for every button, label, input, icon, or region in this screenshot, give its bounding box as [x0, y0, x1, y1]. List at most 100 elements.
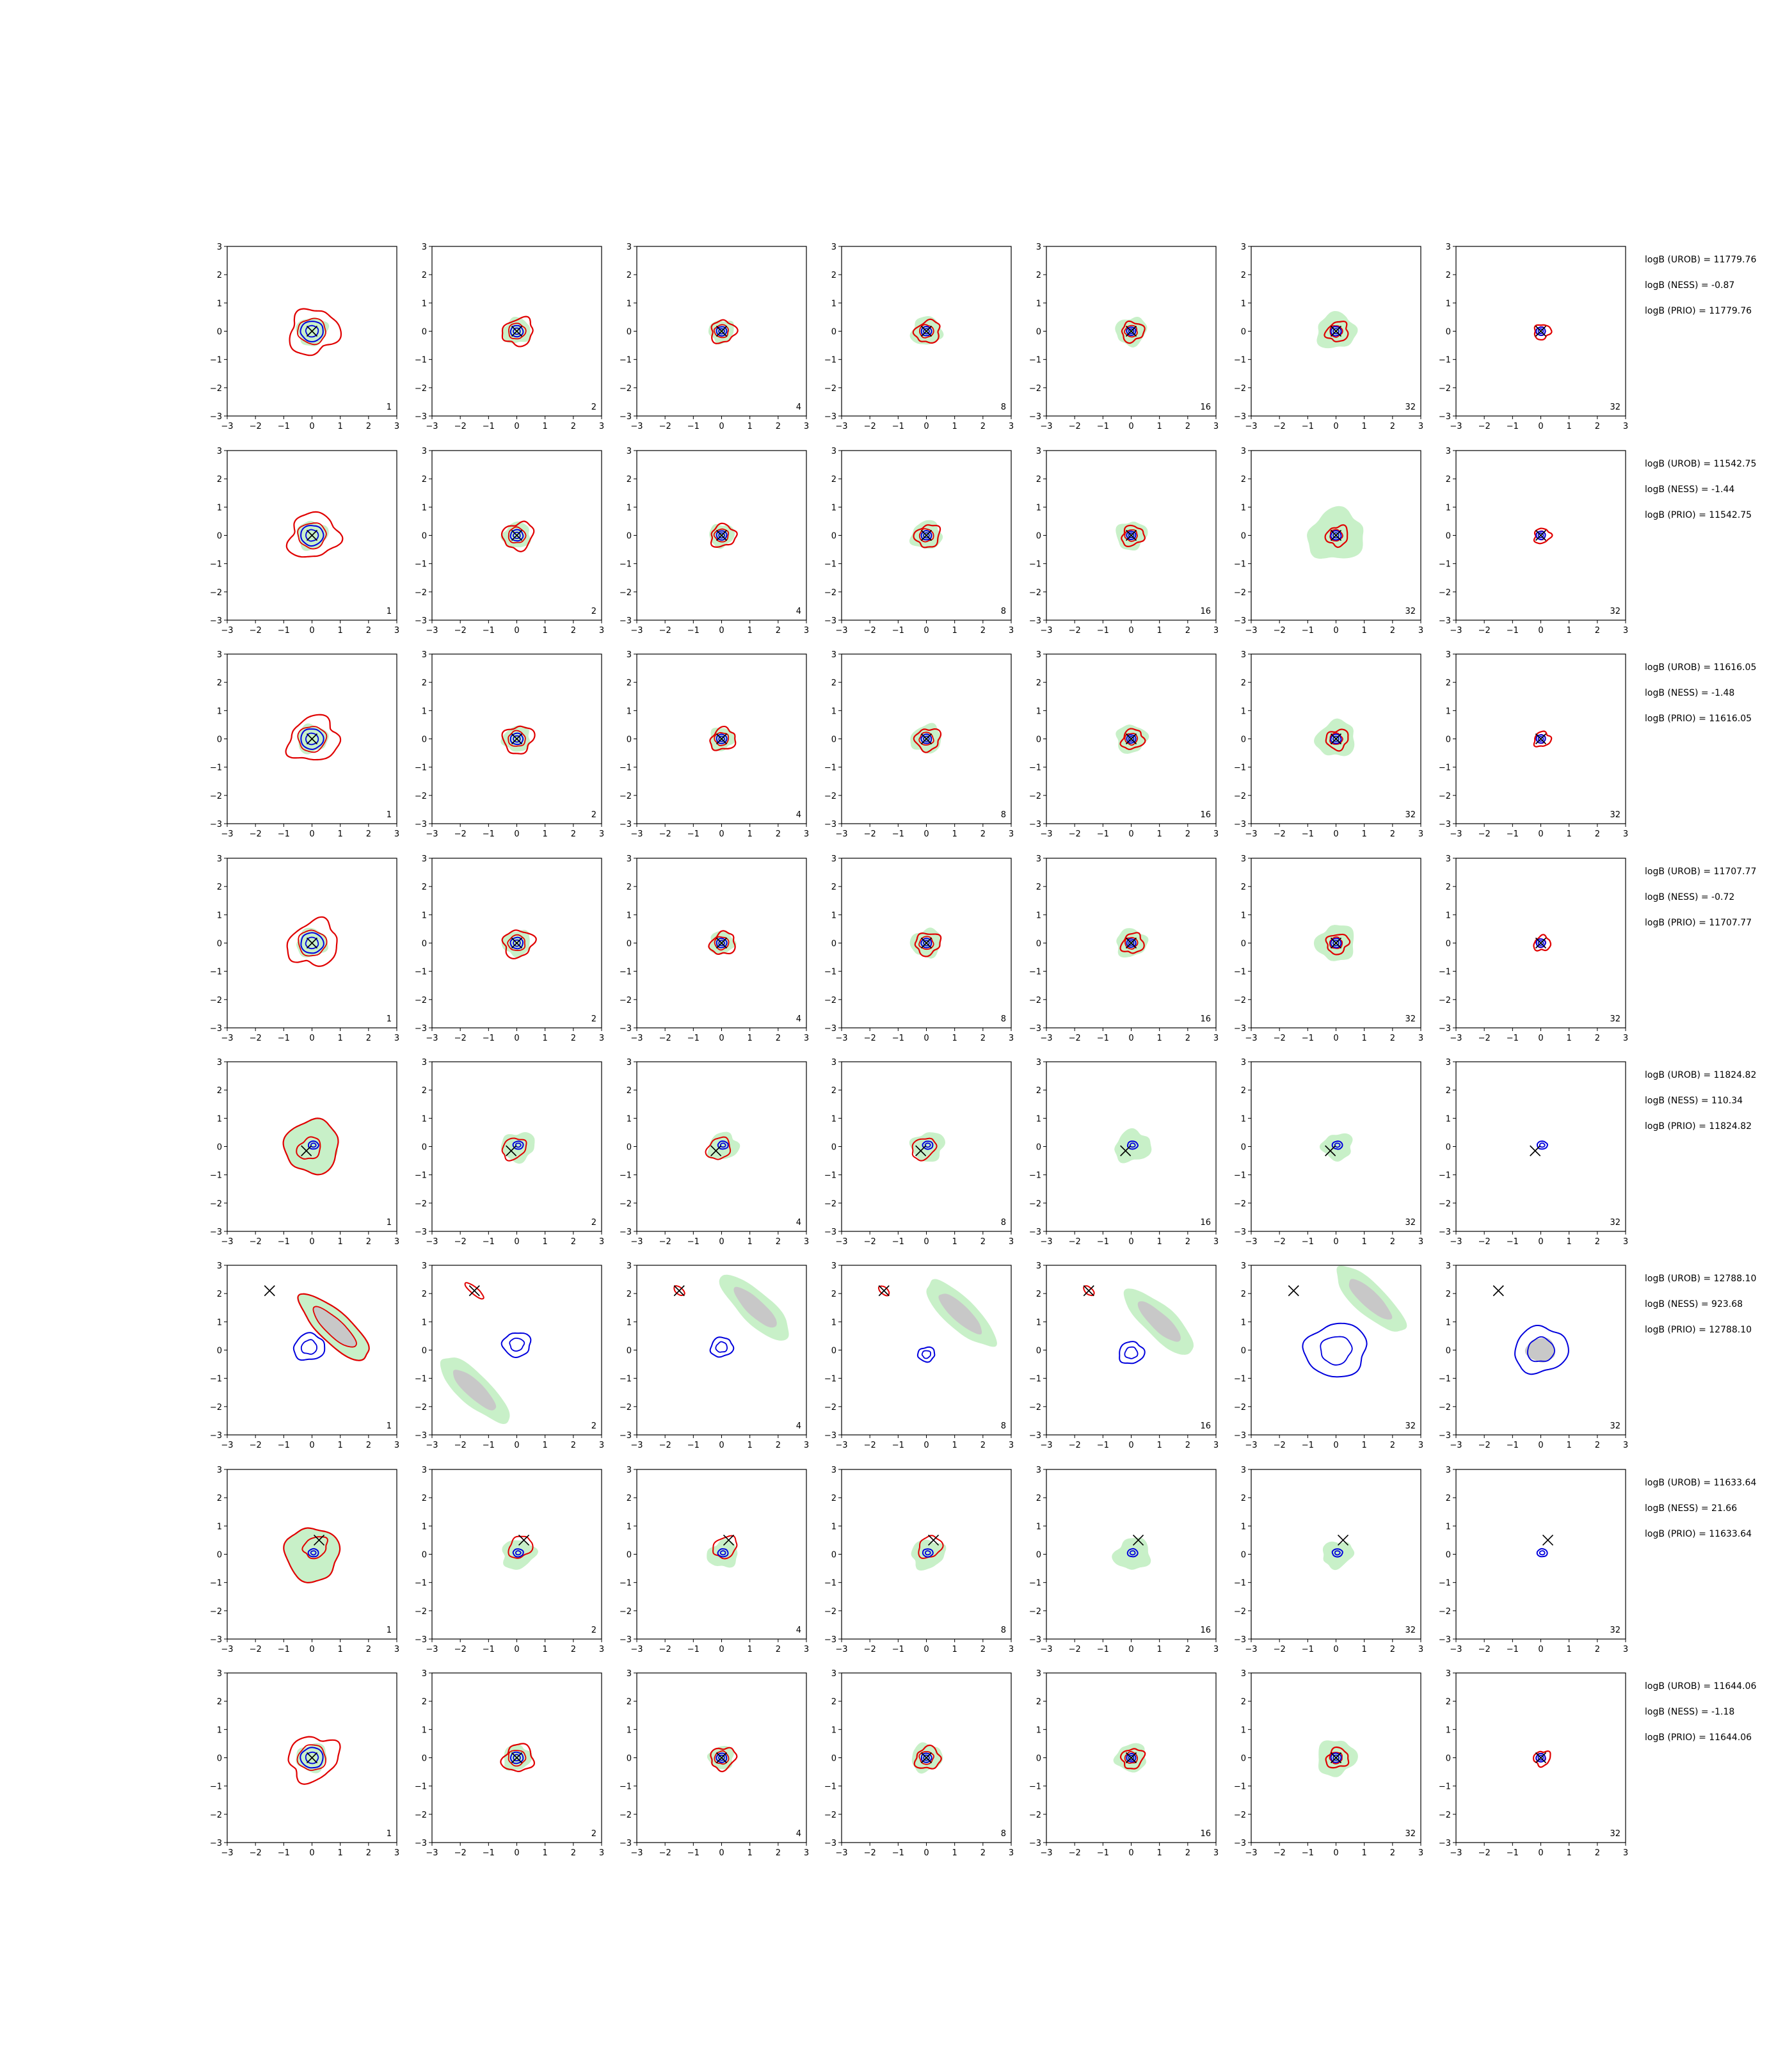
- x-tick-label: 0: [924, 1441, 929, 1450]
- x-tick-label: −3: [1245, 1441, 1257, 1450]
- x-tick-label: 1: [748, 1441, 753, 1450]
- y-tick-label: 2: [422, 1697, 427, 1707]
- x-tick-label: 2: [1390, 1237, 1395, 1247]
- x-tick-label: −3: [630, 1441, 643, 1450]
- y-tick-label: 3: [1241, 447, 1246, 456]
- x-tick-label: 0: [924, 1848, 929, 1858]
- true-value-cross: [511, 1752, 523, 1764]
- x-tick-label: −1: [483, 1645, 495, 1654]
- x-tick-label: 2: [366, 1645, 371, 1654]
- y-tick-label: 0: [627, 1143, 632, 1153]
- y-tick-label: 3: [831, 447, 836, 456]
- x-tick-label: −1: [1097, 1848, 1109, 1858]
- panel-marks: [500, 725, 536, 755]
- red-contour: [709, 725, 737, 751]
- red-contour: [1533, 730, 1553, 748]
- y-tick-label: 1: [422, 707, 427, 716]
- x-tick-label: 0: [1333, 626, 1338, 636]
- red-contour: [913, 728, 942, 753]
- x-tick-label: −2: [659, 829, 671, 839]
- x-tick-label: 0: [514, 1645, 519, 1654]
- x-tick-label: −3: [426, 422, 438, 431]
- y-tick-label: −2: [1439, 1811, 1451, 1820]
- y-tick-label: 1: [217, 503, 222, 513]
- y-tick-label: −1: [824, 1782, 836, 1792]
- x-tick-label: 0: [719, 1848, 724, 1858]
- y-tick-label: 1: [627, 1725, 632, 1735]
- y-tick-label: 3: [422, 447, 427, 456]
- panel-label: 32: [1610, 1014, 1620, 1024]
- y-tick-label: 3: [627, 854, 632, 864]
- x-tick-label: 1: [1362, 1237, 1367, 1247]
- x-tick-label: −1: [483, 1237, 495, 1247]
- x-tick-label: −2: [1274, 1848, 1286, 1858]
- panel-3-1: −3 −2 −1 0 1 2 3 −3 −2 −1 0 1 2 3 2: [415, 854, 604, 1043]
- blue-contour: [1536, 1140, 1548, 1150]
- panel-label: 16: [1200, 403, 1211, 412]
- panel-label: 32: [1610, 1626, 1620, 1635]
- logb-annotation: logB (NESS) = -1.44: [1645, 484, 1734, 495]
- y-tick-label: −1: [1439, 968, 1451, 977]
- x-tick-label: 3: [1009, 829, 1014, 839]
- y-tick-label: 0: [217, 1143, 222, 1153]
- panel-label: 16: [1200, 1421, 1211, 1431]
- y-tick-label: 2: [422, 475, 427, 484]
- blue-contour: [305, 324, 319, 338]
- panel-label: 1: [387, 1014, 392, 1024]
- y-tick-label: 2: [1241, 883, 1246, 892]
- y-tick-label: −3: [415, 1431, 427, 1441]
- panel-5-1: −3 −2 −1 0 1 2 3 −3 −2 −1 0 1 2 3 2: [415, 1261, 604, 1450]
- panel-label: 4: [796, 810, 801, 820]
- y-tick-label: 2: [831, 271, 836, 280]
- y-tick-label: 0: [1036, 1551, 1041, 1560]
- x-tick-label: −3: [630, 1645, 643, 1654]
- x-tick-label: −2: [659, 1237, 671, 1247]
- y-tick-label: 1: [1036, 1522, 1041, 1532]
- x-tick-label: 3: [804, 1645, 809, 1654]
- panel-label: 8: [1001, 1218, 1006, 1228]
- red-contour: [1124, 1751, 1139, 1764]
- y-tick-label: −1: [1439, 560, 1451, 570]
- panel-marks: [909, 927, 942, 959]
- x-tick-label: −3: [1040, 1848, 1052, 1858]
- y-tick-label: 2: [831, 1290, 836, 1299]
- panel-label: 16: [1200, 607, 1211, 616]
- x-tick-label: −3: [1040, 1645, 1052, 1654]
- x-tick-label: 3: [1009, 1237, 1014, 1247]
- y-tick-label: −2: [1439, 588, 1451, 598]
- x-tick-label: −2: [659, 626, 671, 636]
- x-tick-label: 1: [1157, 829, 1162, 839]
- y-tick-label: 0: [627, 1551, 632, 1560]
- x-tick-label: −2: [1478, 1034, 1491, 1043]
- y-tick-label: 2: [422, 271, 427, 280]
- panel-6-5: −3 −2 −1 0 1 2 3 −3 −2 −1 0 1 2 3 32: [1234, 1466, 1423, 1654]
- y-tick-label: 2: [1241, 1086, 1246, 1096]
- true-value-cross: [306, 937, 318, 949]
- true-value-cross: [511, 733, 523, 745]
- x-tick-label: −1: [278, 829, 290, 839]
- y-tick-label: −2: [1234, 588, 1246, 598]
- y-tick-label: −1: [824, 764, 836, 773]
- blue-contour: [307, 1548, 319, 1558]
- x-tick-label: 2: [1185, 1441, 1190, 1450]
- blue-contour: [1334, 1550, 1341, 1556]
- y-tick-label: −3: [415, 412, 427, 422]
- x-tick-label: 1: [748, 1034, 753, 1043]
- y-tick-label: 0: [831, 940, 836, 949]
- red-contour: [918, 1751, 935, 1765]
- x-tick-label: 1: [1567, 1441, 1572, 1450]
- y-tick-label: −2: [824, 1811, 836, 1820]
- panel-marks: [1116, 724, 1149, 754]
- y-tick-label: −3: [210, 412, 222, 422]
- x-tick-label: 0: [924, 422, 929, 431]
- panel-label: 16: [1200, 1626, 1211, 1635]
- red-contour: [714, 936, 730, 951]
- true-value-cross: [506, 1145, 517, 1156]
- y-tick-label: 0: [1036, 940, 1041, 949]
- y-tick-label: 1: [1036, 911, 1041, 920]
- x-tick-label: 0: [1128, 1441, 1133, 1450]
- y-tick-label: 0: [1446, 1754, 1451, 1764]
- x-tick-label: 3: [1623, 1645, 1628, 1654]
